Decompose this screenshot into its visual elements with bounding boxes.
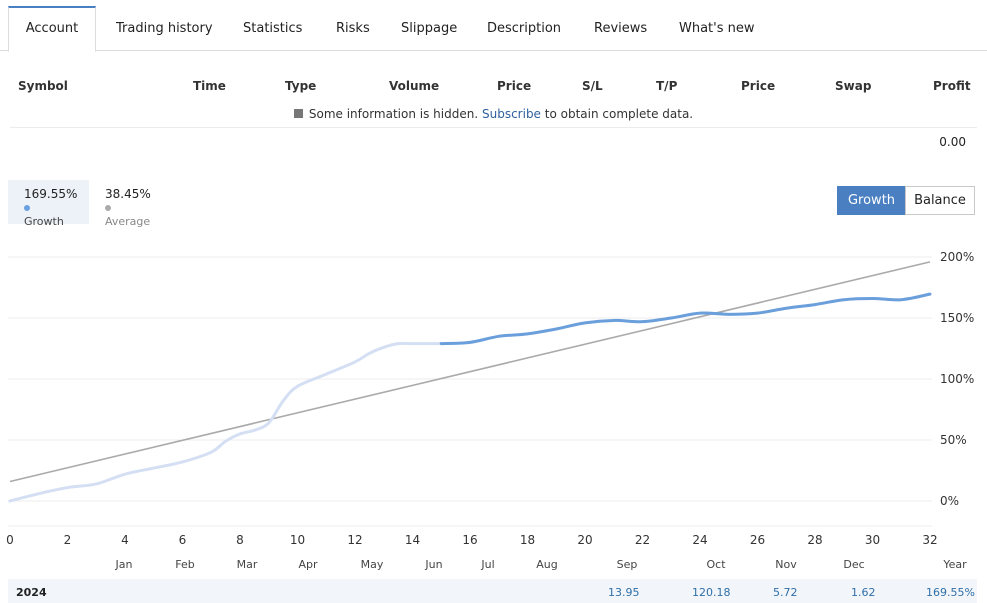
y-tick-label: 50% [940,433,967,447]
lock-icon [293,109,303,118]
column-header-swap: Swap [835,79,872,93]
x-tick-label: 28 [807,533,822,547]
x-tick-label: 24 [692,533,707,547]
x-tick-label: 4 [121,533,129,547]
legend-average[interactable]: 38.45% Average [89,180,173,228]
series-average-line [9,261,931,483]
column-header-tp: T/P [656,79,678,93]
year-value-nov: 5.72 [773,586,798,599]
x-tick-label: 0 [6,533,14,547]
x-tick-label: 14 [405,533,420,547]
column-header-time: Time [193,79,226,93]
average-dot-icon [105,205,111,211]
tab-account[interactable]: Account [8,6,96,52]
year-value-oct: 120.18 [692,586,731,599]
x-tick-label: 18 [520,533,535,547]
column-header-volume: Volume [389,79,440,93]
y-tick-label: 0% [940,494,959,508]
month-label: Apr [298,558,318,571]
x-tick-label: 2 [64,533,72,547]
month-label: Feb [175,558,194,571]
growth-chart: 200%150%100%50%0%0 2 4 6 8 10 12 14 16 18 20 22 24 26… [6,250,974,571]
series-growth-past-line [8,341,443,503]
x-tick-label: 26 [750,533,765,547]
month-label: Oct [706,558,726,571]
column-header-symbol: Symbol [18,79,68,93]
series-growth-line [439,292,932,346]
x-tick-label: 6 [179,533,187,547]
column-header-close-price: Price [741,79,776,93]
tab-statistics[interactable]: Statistics [243,21,303,36]
balance-toggle-button[interactable]: Balance [905,186,975,215]
growth-value: 169.55% [24,187,78,201]
x-tick-label: 32 [922,533,937,547]
month-label: Jul [480,558,494,571]
month-label: Sep [617,558,638,571]
total-profit: 0.00 [939,135,966,149]
month-label: Mar [237,558,258,571]
year-axis-label: Year [942,558,967,571]
tab-description[interactable]: Description [487,21,562,36]
notice-suffix: to obtain complete data. [544,107,694,121]
column-header-sl: S/L [582,79,603,93]
growth-label: Growth [24,215,64,228]
x-tick-label: 30 [865,533,880,547]
y-tick-label: 150% [940,311,974,325]
year-value-sep: 13.95 [608,586,640,599]
x-tick-label: 8 [236,533,244,547]
hidden-info-notice: Some information is hidden. Subscribe to… [0,107,987,121]
x-tick-label: 12 [347,533,362,547]
x-tick-label: 20 [577,533,592,547]
column-header-type: Type [285,79,317,93]
month-label: Jan [115,558,133,571]
month-label: Dec [843,558,864,571]
x-tick-label: 16 [462,533,477,547]
growth-dot-icon [24,205,30,211]
tab-risks[interactable]: Risks [336,21,370,36]
tab-whats-new[interactable]: What's new [679,21,755,36]
average-value: 38.45% [105,187,151,201]
month-label: Jun [424,558,442,571]
y-tick-label: 100% [940,372,974,386]
year-label: 2024 [16,586,47,599]
divider [10,127,977,128]
tab-bar: Account Trading history Statistics Risks… [0,0,987,52]
month-label: Aug [536,558,557,571]
legend-growth[interactable]: 169.55% Growth [8,180,89,228]
growth-label-row: Growth [24,202,73,228]
y-tick-label: 200% [940,250,974,264]
notice-text: Some information is hidden. [308,107,479,121]
month-label: Nov [775,558,797,571]
x-tick-label: 22 [635,533,650,547]
x-tick-label: 10 [290,533,305,547]
growth-toggle-button[interactable]: Growth [837,186,906,215]
tab-slippage[interactable]: Slippage [401,21,458,36]
subscribe-link[interactable]: Subscribe [481,107,541,121]
average-label: Average [105,215,151,228]
column-header-profit: Profit [933,79,971,93]
tab-trading-history[interactable]: Trading history [116,21,213,36]
average-label-row: Average [105,202,157,228]
month-label: May [361,558,384,571]
year-summary-row: 2024 13.95 120.18 5.72 1.62 169.55% [8,579,977,603]
tab-reviews[interactable]: Reviews [594,21,648,36]
column-header-price: Price [497,79,532,93]
year-value-dec: 1.62 [851,586,876,599]
year-value-total: 169.55% [926,586,975,599]
